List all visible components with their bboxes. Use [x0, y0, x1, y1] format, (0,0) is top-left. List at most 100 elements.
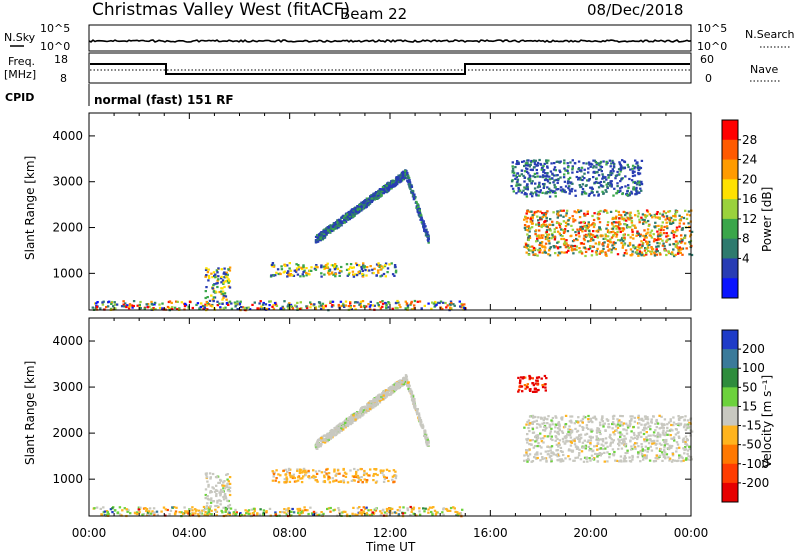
echo-cell [636, 164, 640, 167]
echo-cell [662, 228, 665, 232]
echo-cell [605, 160, 608, 163]
echo-cell [556, 230, 560, 233]
echo-cell [339, 269, 342, 273]
echo-cell [334, 227, 338, 230]
echo-cell [277, 272, 280, 276]
echo-cell [320, 266, 323, 269]
echo-cell [301, 470, 305, 473]
echo-cell [669, 418, 672, 421]
echo-cell [128, 305, 131, 308]
echo-cell [585, 432, 589, 435]
echo-cell [322, 512, 325, 515]
echo-cell [568, 192, 571, 195]
echo-cell [123, 507, 126, 510]
echo-cell [582, 237, 586, 240]
echo-cell [378, 399, 382, 402]
echo-cell [625, 429, 628, 432]
echo-cell [544, 242, 548, 245]
echo-cell [383, 477, 387, 481]
echo-cell [638, 183, 641, 187]
echo-cell [110, 300, 114, 304]
echo-cell [351, 415, 354, 418]
echo-cell [404, 307, 407, 310]
echo-cell [100, 513, 103, 516]
echo-cell [173, 306, 177, 309]
echo-cell [587, 194, 591, 197]
echo-cell [352, 215, 355, 218]
echo-cell [560, 251, 563, 254]
echo-cell [219, 503, 222, 506]
echo-cell [364, 405, 367, 408]
echo-cell [529, 220, 532, 223]
echo-cell [668, 459, 671, 462]
echo-cell [372, 398, 375, 401]
echo-cell [152, 507, 156, 510]
echo-cell [672, 416, 675, 419]
echo-cell [375, 191, 379, 194]
echo-cell [597, 243, 601, 246]
echo-cell [623, 243, 626, 246]
echo-cell [383, 475, 386, 478]
echo-cell [661, 239, 664, 242]
echo-cell [577, 209, 580, 212]
echo-cell [300, 266, 303, 269]
echo-cell [636, 230, 639, 233]
echo-cell [380, 396, 383, 399]
colorbar-segment [722, 238, 738, 259]
echo-cell [581, 417, 585, 421]
echo-cell [364, 507, 367, 510]
echo-cell [528, 179, 531, 182]
echo-cell [583, 246, 586, 249]
echo-cell [252, 507, 256, 510]
echo-cell [373, 194, 376, 197]
echo-cell [578, 176, 581, 180]
echo-cell [574, 219, 577, 222]
echo-cell [302, 265, 305, 268]
echo-cell [390, 187, 393, 190]
echo-cell [577, 168, 580, 171]
echo-cell [531, 428, 535, 431]
echo-cell [314, 235, 318, 238]
echo-cell [537, 194, 540, 197]
echo-cell [283, 270, 287, 273]
echo-cell [251, 303, 254, 306]
echo-cell [393, 480, 396, 483]
echo-cell [342, 218, 346, 221]
echo-cell [597, 194, 600, 197]
echo-cell [442, 507, 445, 510]
echo-cell [226, 482, 229, 485]
echo-cell [577, 416, 580, 419]
echo-cell [379, 307, 383, 310]
echo-cell [571, 249, 574, 252]
echo-cell [686, 452, 689, 455]
echo-cell [199, 305, 202, 309]
echo-cell [687, 210, 691, 213]
echo-cell [665, 239, 669, 242]
echo-cell [151, 510, 154, 513]
echo-cell [632, 246, 635, 249]
echo-cell [392, 185, 395, 188]
echo-cell [320, 264, 323, 267]
echo-cell [520, 173, 523, 176]
echo-cell [334, 427, 337, 430]
echo-cell [95, 302, 98, 305]
echo-cell [371, 400, 374, 403]
echo-cell [232, 511, 236, 514]
echo-cell [414, 196, 417, 199]
echo-cell [404, 177, 407, 180]
echo-cell [356, 414, 360, 417]
echo-cell [513, 171, 516, 174]
echo-cell [615, 215, 618, 218]
echo-cell [582, 162, 585, 165]
echo-cell [526, 188, 529, 191]
echo-cell [662, 433, 665, 436]
echo-cell [598, 226, 601, 229]
echo-cell [602, 242, 605, 245]
echo-cell [511, 165, 514, 168]
echo-cell [618, 213, 621, 216]
echo-cell [359, 511, 362, 514]
echo-cell [642, 254, 646, 257]
echo-cell [323, 480, 327, 484]
echo-cell [316, 266, 319, 269]
echo-cell [310, 476, 314, 479]
